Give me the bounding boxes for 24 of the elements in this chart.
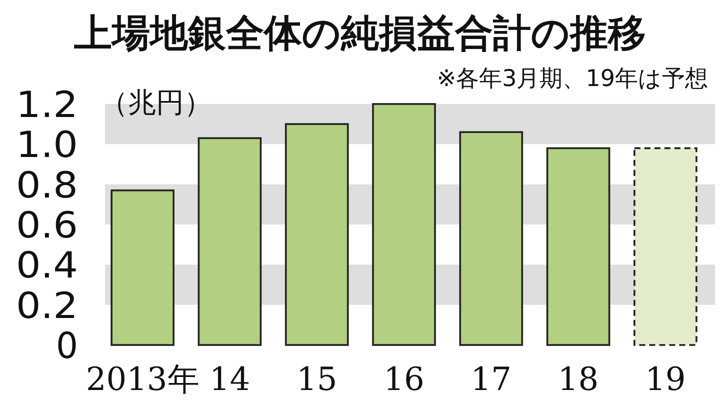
x-tick-label: 14 <box>209 360 250 398</box>
bar <box>372 103 436 346</box>
y-tick-label: 0.4 <box>16 246 78 287</box>
y-tick-label: 1.2 <box>16 85 78 126</box>
y-tick-label: 0.6 <box>16 206 78 246</box>
x-tick-label: 16 <box>384 360 424 398</box>
y-tick-label: 0.2 <box>16 286 78 327</box>
x-tick-label: 2013年 <box>86 360 200 398</box>
bar <box>198 137 262 346</box>
bar <box>459 131 524 346</box>
x-tick-label: 18 <box>558 360 599 398</box>
bar <box>634 147 698 346</box>
bar <box>546 147 610 346</box>
chart-title: 上場地銀全体の純損益合計の推移 <box>74 11 646 55</box>
y-tick-label: 0 <box>56 326 79 367</box>
y-tick-label: 1.0 <box>16 125 78 166</box>
chart-subtitle: ※各年3月期、19年は予想 <box>436 66 708 92</box>
y-axis-title: （兆円） <box>100 86 212 119</box>
x-tick-label: 17 <box>470 360 512 398</box>
bar <box>110 189 174 346</box>
y-tick-label: 0.8 <box>16 165 78 206</box>
x-tick-label: 19 <box>645 360 686 398</box>
x-tick-label: 15 <box>296 360 338 398</box>
bar <box>284 123 349 346</box>
